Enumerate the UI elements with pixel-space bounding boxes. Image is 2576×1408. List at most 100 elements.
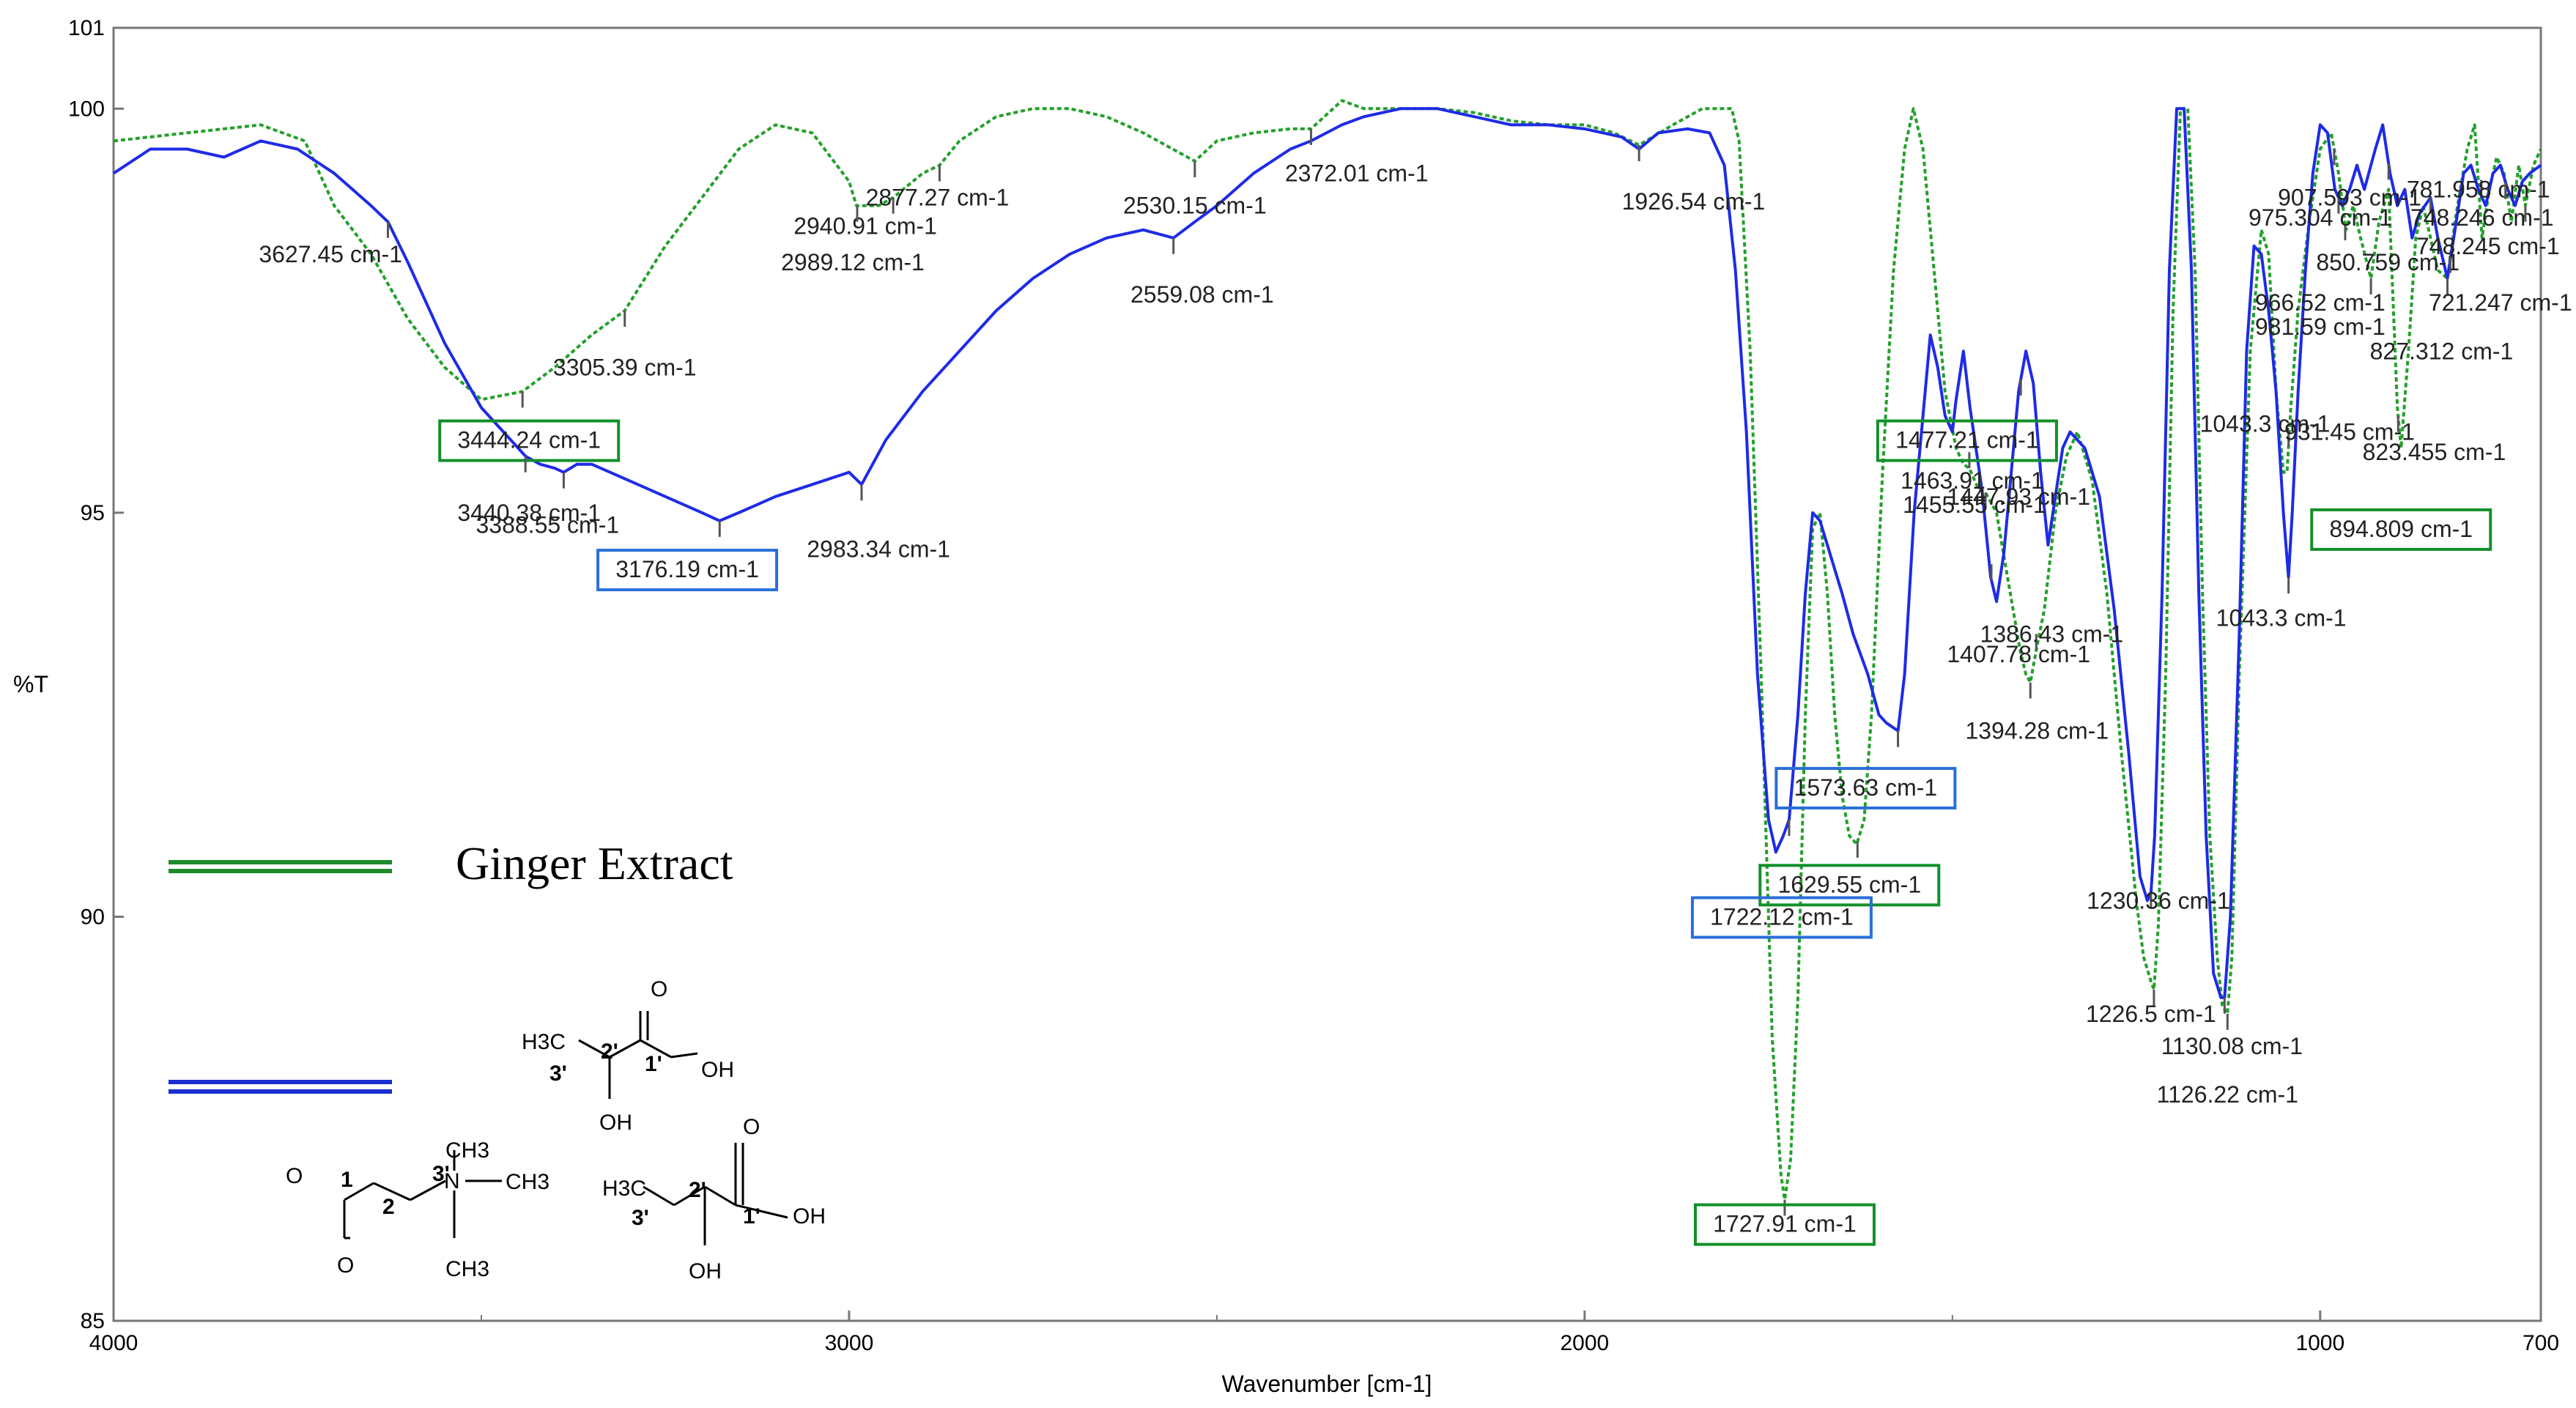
peak-label-box	[596, 549, 779, 592]
peak-label: 781.958 cm-1	[2407, 177, 2550, 203]
y-tick-label-90: 90	[81, 905, 105, 929]
y-tick-label-101: 101	[68, 16, 105, 40]
peak-label: 1727.91 cm-1	[1713, 1211, 1857, 1237]
x-axis-title: Wavenumber [cm-1]	[1222, 1371, 1432, 1397]
peak-label: 2559.08 cm-1	[1130, 281, 1274, 308]
peak-label: 3440.38 cm-1	[457, 500, 601, 526]
peak-label: 907.593 cm-1	[2278, 185, 2421, 211]
peak-label: 3388.55 cm-1	[475, 511, 619, 538]
peak-label: 1926.54 cm-1	[1622, 188, 1766, 215]
svg-text:1': 1'	[645, 1052, 662, 1076]
svg-text:H3C: H3C	[522, 1030, 566, 1054]
peak-label: 748.246 cm-1	[2410, 204, 2554, 231]
peak-label: 975.304 cm-1	[2249, 204, 2392, 231]
peak-label: 1447.93 cm-1	[1947, 483, 2090, 510]
peak-label: 981.59 cm-1	[2255, 314, 2386, 340]
annotation-layer: 3627.45 cm-1 3305.39 cm-1 3444.24 cm-1 3440…	[259, 128, 2572, 1246]
y-tick-label-85: 85	[81, 1309, 105, 1333]
structure-carnitine-labels: O O 1 2 3' N CH3 CH3 CH3	[286, 1138, 549, 1281]
peak-label: 1722.12 cm-1	[1710, 903, 1854, 930]
x-tick-label-3000: 3000	[825, 1331, 874, 1355]
y-tick-label-95: 95	[81, 501, 105, 525]
peak-label-box	[1876, 419, 2058, 462]
peak-label: 1573.63 cm-1	[1794, 774, 1938, 801]
peak-label: 3444.24 cm-1	[457, 427, 601, 453]
svg-text:CH3: CH3	[506, 1170, 549, 1194]
legend-item-green: Ginger Extract	[169, 837, 733, 889]
svg-text:CH3: CH3	[445, 1257, 489, 1281]
peak-label-box	[1774, 766, 1957, 809]
series-line-blue	[112, 107, 2542, 999]
peak-label: 850.759 cm-1	[2316, 249, 2460, 275]
peak-label-box	[1693, 1203, 1876, 1246]
svg-text:O: O	[337, 1253, 354, 1278]
peak-label: 1043.3 cm-1	[2216, 604, 2347, 631]
peak-label: 1230.36 cm-1	[2087, 887, 2230, 914]
peak-label: 748.245 cm-1	[2416, 233, 2560, 259]
peak-label: 1477.21 cm-1	[1895, 427, 2039, 453]
peak-label: 966.52 cm-1	[2255, 289, 2386, 316]
y-tick-label-100: 100	[68, 97, 105, 121]
peak-label-box	[2310, 508, 2492, 551]
peak-label-box	[1758, 864, 1941, 907]
x-tick-label-1000: 1000	[2295, 1331, 2344, 1355]
y-axis-title: %T	[13, 671, 48, 697]
legend-label-green: Ginger Extract	[456, 837, 733, 889]
peak-label: 1629.55 cm-1	[1777, 871, 1921, 897]
svg-text:1': 1'	[743, 1204, 760, 1229]
svg-text:2': 2'	[601, 1040, 618, 1064]
legend-item-blue	[169, 1080, 392, 1094]
svg-text:2: 2	[382, 1195, 395, 1219]
peak-label: 894.809 cm-1	[2329, 516, 2473, 542]
svg-text:OH: OH	[701, 1058, 734, 1082]
x-tick-label-700: 700	[2523, 1331, 2559, 1355]
peak-label: 1463.91 cm-1	[1900, 467, 2044, 494]
peak-label: 2877.27 cm-1	[866, 185, 1010, 211]
svg-text:N: N	[444, 1169, 460, 1193]
peak-label: 1126.22 cm-1	[2157, 1081, 2298, 1108]
svg-text:O: O	[651, 977, 667, 1001]
x-tick-label-4000: 4000	[89, 1331, 138, 1355]
peak-label: 3627.45 cm-1	[259, 241, 402, 267]
peak-label: 1226.5 cm-1	[2086, 1001, 2216, 1027]
svg-text:OH: OH	[689, 1259, 722, 1283]
legend: Ginger Extract	[169, 837, 733, 1094]
peak-label: 1455.55 cm-1	[1903, 492, 2046, 518]
structure-lactic-acid-top	[578, 1011, 698, 1099]
svg-text:3': 3'	[632, 1206, 649, 1230]
svg-text:3': 3'	[432, 1162, 450, 1186]
svg-text:CH3: CH3	[445, 1138, 489, 1163]
peak-label: 2940.91 cm-1	[793, 212, 937, 239]
peak-label: 823.455 cm-1	[2363, 439, 2506, 465]
svg-text:O: O	[286, 1164, 303, 1188]
peak-label: 1386.43 cm-1	[1980, 620, 2124, 647]
peak-label: 931.45 cm-1	[2284, 419, 2415, 445]
peak-label: 1130.08 cm-1	[2161, 1033, 2303, 1059]
svg-text:OH: OH	[599, 1111, 632, 1135]
peak-label: 827.312 cm-1	[2370, 338, 2514, 364]
structure-carnitine	[343, 1150, 502, 1240]
svg-text:3': 3'	[549, 1061, 567, 1086]
svg-text:2': 2'	[689, 1178, 706, 1202]
peak-label: 2989.12 cm-1	[781, 249, 925, 275]
peak-label-box	[438, 419, 621, 462]
x-axis-ticks: 4000 3000 2000 1000 700	[89, 1311, 2559, 1355]
structure-lactic-acid-bottom	[643, 1143, 788, 1245]
structure-lactic-acid-top-labels: H3C 3' 2' 1' O OH OH	[522, 977, 734, 1135]
peak-label: 2372.01 cm-1	[1285, 160, 1429, 187]
peak-label: 1407.78 cm-1	[1947, 641, 2090, 667]
svg-text:1: 1	[341, 1168, 353, 1192]
structure-lactic-acid-bottom-labels: H3C 3' 2' 1' O OH OH	[602, 1115, 826, 1283]
svg-text:O: O	[743, 1115, 760, 1139]
peak-label: 1043.3 cm-1	[2200, 411, 2331, 437]
peak-label: 1394.28 cm-1	[1965, 718, 2109, 744]
x-tick-label-2000: 2000	[1561, 1331, 1610, 1355]
peak-label: 3176.19 cm-1	[615, 556, 759, 582]
peak-label: 2530.15 cm-1	[1123, 193, 1267, 219]
plot-frame	[112, 26, 2542, 1322]
peak-label: 2983.34 cm-1	[807, 536, 950, 563]
peak-label: 3305.39 cm-1	[553, 354, 697, 380]
svg-text:OH: OH	[793, 1204, 826, 1229]
peak-label: 721.247 cm-1	[2429, 289, 2572, 316]
